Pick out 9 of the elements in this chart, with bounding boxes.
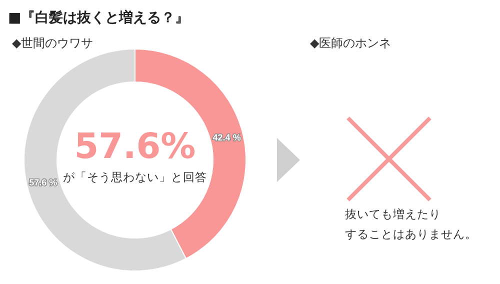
chart-title: ■『白髪は抜くと増える？』 (8, 9, 190, 26)
text: 抜いても増えたり (345, 207, 441, 221)
text: ◆医師のホンネ (310, 36, 392, 50)
chart-subtitle: ◆世間のウワサ (12, 36, 94, 50)
data-label: 57.6 % (29, 177, 58, 188)
text: することはありません。 (345, 227, 477, 241)
data-label: 42.4 % (212, 132, 241, 143)
text: 57.6% (74, 127, 196, 167)
text: が「そう思わない」と回答 (63, 170, 207, 184)
